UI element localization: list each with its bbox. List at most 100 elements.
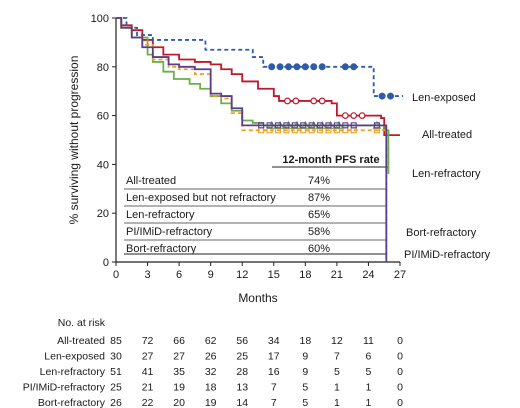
pfs-table-header: 12-month PFS rate bbox=[282, 154, 379, 166]
censor-marker bbox=[358, 112, 366, 119]
censor-marker bbox=[341, 112, 349, 119]
series-end-label: All-treated bbox=[422, 129, 472, 141]
censor-marker bbox=[318, 63, 326, 71]
at-risk-count: 12 bbox=[331, 335, 343, 347]
censor-marker bbox=[300, 122, 307, 129]
censor-marker bbox=[283, 122, 290, 129]
at-risk-count: 5 bbox=[334, 366, 340, 378]
pfs-table-rate: 65% bbox=[308, 209, 330, 221]
at-risk-count: 26 bbox=[110, 397, 122, 408]
at-risk-count: 56 bbox=[236, 335, 248, 347]
at-risk-count: 6 bbox=[366, 351, 372, 363]
at-risk-count: 21 bbox=[142, 382, 154, 394]
at-risk-count: 9 bbox=[302, 366, 308, 378]
censor-marker bbox=[258, 122, 265, 129]
at-risk-count: 1 bbox=[334, 382, 340, 394]
at-risk-count: 25 bbox=[110, 382, 122, 394]
at-risk-count: 0 bbox=[397, 335, 403, 347]
censor-marker bbox=[317, 122, 324, 129]
y-tick-label: 60 bbox=[97, 111, 109, 123]
at-risk-count: 9 bbox=[302, 351, 308, 363]
at-risk-title: No. at risk bbox=[58, 317, 106, 329]
censor-marker bbox=[342, 122, 349, 129]
at-risk-count: 26 bbox=[205, 351, 217, 363]
series-group bbox=[116, 17, 404, 100]
pfs-table-rate: 74% bbox=[308, 175, 330, 187]
censor-marker bbox=[310, 97, 318, 105]
at-risk-count: 16 bbox=[268, 366, 280, 378]
at-risk-count: 51 bbox=[110, 366, 122, 378]
censor-marker bbox=[333, 122, 340, 129]
at-risk-count: 0 bbox=[397, 366, 403, 378]
censor-marker bbox=[350, 63, 358, 71]
censor-marker bbox=[350, 122, 357, 129]
x-axis-title: Months bbox=[238, 291, 277, 305]
at-risk-count: 20 bbox=[173, 397, 185, 408]
censor-marker bbox=[301, 63, 309, 71]
censor-marker bbox=[268, 63, 276, 71]
at-risk-count: 1 bbox=[334, 397, 340, 408]
at-risk-count: 1 bbox=[366, 397, 372, 408]
y-tick-label: 40 bbox=[97, 159, 109, 171]
censor-marker bbox=[266, 122, 273, 129]
x-tick-label: 6 bbox=[176, 269, 182, 281]
censor-marker bbox=[285, 63, 293, 71]
at-risk-count: 22 bbox=[142, 397, 154, 408]
x-tick-label: 15 bbox=[268, 269, 280, 281]
series-line bbox=[116, 17, 388, 262]
pfs-table-group: Len-exposed but not refractory bbox=[126, 192, 276, 204]
at-risk-count: 32 bbox=[205, 366, 217, 378]
at-risk-group: Bort-refractory bbox=[38, 397, 106, 408]
pfs-table-group: Len-refractory bbox=[126, 209, 195, 221]
at-risk-count: 7 bbox=[334, 351, 340, 363]
at-risk-group: Len-refractory bbox=[40, 366, 106, 378]
y-axis-title: % surviving without progression bbox=[67, 56, 81, 225]
censor-marker bbox=[350, 112, 358, 119]
at-risk-count: 13 bbox=[236, 382, 248, 394]
x-tick-label: 3 bbox=[144, 269, 150, 281]
censor-marker bbox=[291, 122, 298, 129]
at-risk-count: 25 bbox=[236, 351, 248, 363]
series-group bbox=[116, 17, 388, 258]
pfs-table-group: PI/IMiD-refractory bbox=[126, 226, 213, 238]
at-risk-count: 17 bbox=[268, 351, 280, 363]
at-risk-group: All-treated bbox=[57, 335, 105, 347]
censor-marker bbox=[378, 92, 386, 100]
censor-marker bbox=[318, 97, 326, 105]
pfs-table-group: Bort-refractory bbox=[126, 243, 197, 255]
at-risk-count: 19 bbox=[173, 382, 185, 394]
x-tick-label: 9 bbox=[208, 269, 214, 281]
x-tick-label: 24 bbox=[362, 269, 374, 281]
at-risk-count: 18 bbox=[205, 382, 217, 394]
at-risk-count: 85 bbox=[110, 335, 122, 347]
at-risk-count: 27 bbox=[173, 351, 185, 363]
at-risk-count: 35 bbox=[173, 366, 185, 378]
pfs-table-rate: 87% bbox=[308, 192, 330, 204]
at-risk-group: PI/IMiD-refractory bbox=[23, 382, 106, 394]
at-risk-count: 41 bbox=[142, 366, 154, 378]
censor-marker bbox=[310, 63, 318, 71]
at-risk-count: 30 bbox=[110, 351, 122, 363]
at-risk-count: 5 bbox=[366, 366, 372, 378]
y-tick-label: 20 bbox=[97, 208, 109, 220]
at-risk-count: 62 bbox=[205, 335, 217, 347]
censor-marker bbox=[284, 97, 291, 105]
pfs-table-rate: 58% bbox=[308, 226, 330, 238]
x-tick-label: 0 bbox=[113, 269, 119, 281]
censor-marker bbox=[292, 97, 300, 105]
at-risk-count: 1 bbox=[366, 382, 372, 394]
at-risk-count: 5 bbox=[302, 382, 308, 394]
at-risk-count: 19 bbox=[205, 397, 217, 408]
x-tick-label: 18 bbox=[299, 269, 311, 281]
at-risk-count: 7 bbox=[271, 397, 277, 408]
censor-marker bbox=[373, 122, 380, 129]
at-risk-count: 5 bbox=[302, 397, 308, 408]
at-risk-count: 0 bbox=[397, 382, 403, 394]
y-tick-label: 100 bbox=[91, 13, 109, 25]
at-risk-count: 0 bbox=[397, 351, 403, 363]
at-risk-count: 7 bbox=[271, 382, 277, 394]
censor-marker bbox=[341, 63, 349, 71]
censor-marker bbox=[276, 63, 284, 71]
censor-marker bbox=[308, 122, 315, 129]
